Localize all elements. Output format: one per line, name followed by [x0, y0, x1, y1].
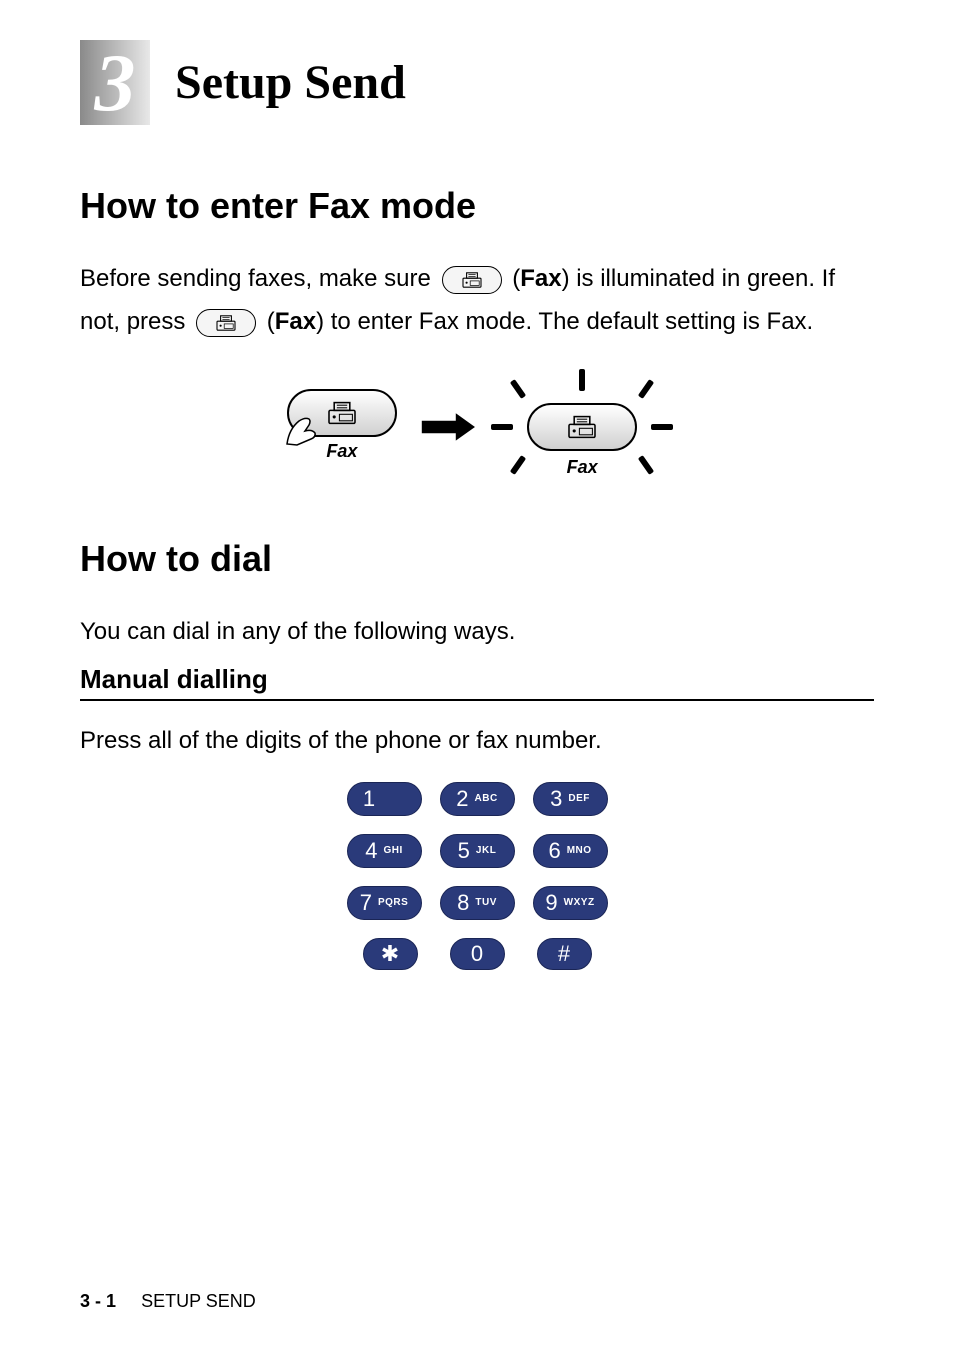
text-part: Before sending faxes, make sure	[80, 265, 438, 292]
key-7: 7PQRS	[347, 886, 422, 920]
fax-machine-icon	[215, 314, 237, 332]
chapter-header: 3 Setup Send	[80, 40, 874, 125]
dial-intro: You can dial in any of the following way…	[80, 610, 874, 653]
fax-label: Fax	[326, 441, 357, 462]
fax-button-icon	[442, 266, 502, 294]
text-part: (	[512, 265, 520, 292]
key-star: ✱	[363, 938, 418, 970]
key-2: 2ABC	[440, 782, 515, 816]
press-button-illustration: Fax	[287, 389, 397, 462]
key-9: 9WXYZ	[533, 886, 608, 920]
section-title-how-to-dial: How to dial	[80, 538, 874, 580]
footer-label: SETUP SEND	[141, 1291, 256, 1311]
arrow-icon: ➡	[419, 398, 475, 454]
manual-dial-instruction: Press all of the digits of the phone or …	[80, 719, 874, 762]
subsection-manual-dialling: Manual dialling	[80, 664, 874, 701]
keypad-row: 4GHI 5JKL 6MNO	[347, 834, 608, 868]
lit-button-illustration: Fax	[497, 373, 667, 478]
fax-button-icon	[196, 309, 256, 337]
chapter-number: 3	[95, 42, 136, 124]
key-8: 8TUV	[440, 886, 515, 920]
text-part: (	[267, 308, 275, 335]
chapter-number-box: 3	[80, 40, 150, 125]
fax-bold: Fax	[275, 308, 316, 335]
fax-button-large-lit	[527, 403, 637, 451]
fax-machine-icon	[461, 271, 483, 289]
fax-mode-diagram: Fax ➡ Fax	[80, 373, 874, 478]
fax-machine-icon	[325, 400, 359, 426]
key-1: 1	[347, 782, 422, 816]
key-hash: #	[537, 938, 592, 970]
keypad-row: 1 2ABC 3DEF	[347, 782, 608, 816]
chapter-title: Setup Send	[175, 55, 406, 110]
key-4: 4GHI	[347, 834, 422, 868]
key-6: 6MNO	[533, 834, 608, 868]
page-number: 3 - 1	[80, 1291, 116, 1311]
key-3: 3DEF	[533, 782, 608, 816]
footer-separator	[121, 1291, 136, 1311]
finger-press-icon	[277, 399, 327, 449]
keypad-row: 7PQRS 8TUV 9WXYZ	[347, 886, 608, 920]
keypad-illustration: 1 2ABC 3DEF 4GHI 5JKL 6MNO 7PQRS 8TUV 9W…	[347, 782, 608, 970]
fax-machine-icon	[565, 414, 599, 440]
fax-bold: Fax	[520, 265, 561, 292]
key-5: 5JKL	[440, 834, 515, 868]
fax-mode-paragraph: Before sending faxes, make sure (Fax) is…	[80, 257, 874, 343]
section-title-fax-mode: How to enter Fax mode	[80, 185, 874, 227]
fax-button-large	[287, 389, 397, 437]
keypad-row: ✱ 0 #	[363, 938, 592, 970]
page-footer: 3 - 1 SETUP SEND	[80, 1291, 256, 1312]
text-part: ) to enter Fax mode. The default setting…	[316, 308, 813, 335]
key-0: 0	[450, 938, 505, 970]
